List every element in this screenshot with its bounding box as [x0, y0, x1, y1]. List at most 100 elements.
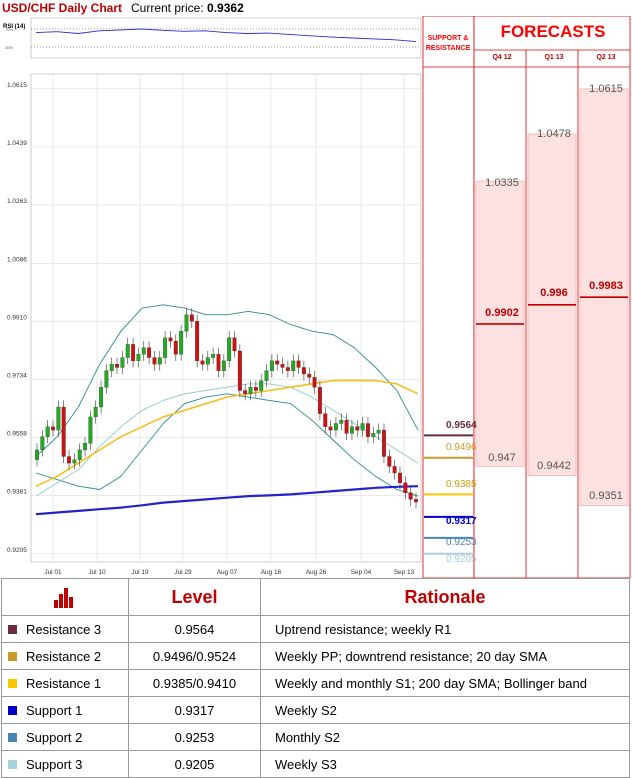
x-tick-label: Jul 01 [44, 569, 62, 576]
support-resistance-header: SUPPORT & RESISTANCE [425, 35, 471, 52]
swatch-r2 [8, 651, 17, 661]
rsi-line [35, 28, 417, 43]
sma-20-line [35, 383, 419, 497]
y-tick-label: 0.9558 [7, 430, 27, 437]
candle-body [280, 364, 285, 368]
rationale-column-header: Rationale [260, 578, 630, 616]
candle-body [115, 364, 120, 368]
table-row: Resistance 3 0.9564 Uptrend resistance; … [1, 615, 630, 643]
levels-table-header: Level Rationale [1, 578, 630, 616]
level-label-s1: 0.9317 [446, 516, 477, 527]
sr-column [422, 16, 475, 578]
candle-body [216, 354, 221, 371]
x-tick-label: Jul 10 [88, 569, 106, 576]
forecast-q4-mid: 0.9902 [485, 307, 519, 319]
forecast-q4-high: 1.0335 [485, 177, 519, 189]
table-row: Support 2 0.9253 Monthly S2 [1, 723, 630, 751]
candle-body [285, 367, 290, 371]
candle-body [93, 406, 98, 418]
row-level: 0.9205 [128, 750, 261, 778]
candle-body [366, 423, 370, 437]
candle-body [40, 436, 45, 451]
candle-body [403, 482, 408, 493]
candle-body [291, 360, 296, 371]
candle-body [328, 426, 333, 431]
candle-body [179, 331, 184, 355]
y-tick-label: 0.9381 [7, 489, 27, 496]
forecast-q4-low: 0.947 [488, 452, 516, 464]
candle-body [392, 466, 397, 474]
candle-body [211, 354, 216, 358]
candle-body [232, 337, 237, 352]
current-price-label: Current price: [131, 1, 204, 15]
candle-body [109, 364, 114, 371]
candle-body [355, 426, 360, 431]
candle-body [301, 367, 306, 375]
levels-table: Level Rationale Resistance 3 0.9564 Uptr… [1, 578, 630, 778]
row-level: 0.9496/0.9524 [128, 642, 261, 670]
candle-body [99, 387, 104, 408]
row-rationale: Monthly S2 [260, 723, 630, 751]
candle-body [77, 449, 82, 460]
candle-body [344, 420, 349, 434]
x-tick-label: Sep 04 [351, 569, 372, 576]
forecast-q1-mid: 0.996 [540, 287, 568, 299]
candle-body [237, 350, 242, 391]
level-label-r1: 0.9385 [446, 479, 477, 490]
table-row: Support 1 0.9317 Weekly S2 [1, 696, 630, 724]
row-name: Resistance 1 [26, 675, 102, 691]
candle-body [387, 456, 392, 467]
candle-body [45, 426, 50, 437]
forecast-q1-high: 1.0478 [537, 128, 571, 140]
table-row: Resistance 2 0.9496/0.9524 Weekly PP; do… [1, 642, 630, 670]
sma-50-line [35, 379, 419, 487]
candle-body [227, 337, 232, 362]
level-label-s3: 0.9205 [446, 554, 477, 565]
candle-body [312, 377, 317, 388]
candle-body [243, 390, 248, 394]
row-rationale: Weekly and monthly S1; 200 day SMA; Boll… [260, 669, 630, 697]
x-tick-label: Aug 16 [261, 569, 282, 576]
candle-body [317, 387, 322, 414]
x-tick-label: Sep 13 [394, 569, 415, 576]
candle-body [221, 360, 226, 371]
swatch-r3 [8, 624, 17, 634]
swatch-r1 [8, 678, 17, 688]
candle-body [88, 416, 93, 444]
forecast-q2-high: 1.0615 [589, 83, 623, 95]
candle-body [141, 347, 146, 355]
candle-body [349, 426, 354, 434]
row-name: Support 2 [26, 729, 83, 745]
candle-body [333, 423, 338, 431]
candle-body [56, 406, 61, 431]
x-tick-label: Jul 19 [131, 569, 149, 576]
table-row: Resistance 1 0.9385/0.9410 Weekly and mo… [1, 669, 630, 697]
candle-body [184, 314, 189, 332]
swatch-s2 [8, 732, 17, 742]
row-name: Support 3 [26, 756, 83, 772]
quarter-header-q4: Q4 12 [492, 54, 512, 61]
candle-body [414, 499, 418, 503]
row-rationale: Weekly PP; downtrend resistance; 20 day … [260, 642, 630, 670]
rsi-tick-label: 30% [5, 45, 13, 50]
swatch-s1 [8, 705, 17, 715]
y-tick-label: 1.0615 [7, 82, 27, 89]
row-name: Resistance 3 [26, 621, 102, 637]
candle-body [189, 314, 194, 322]
candle-body [35, 449, 39, 460]
candle-body [147, 347, 152, 358]
candle-body [269, 360, 274, 371]
candle-body [173, 340, 178, 355]
candle-body [339, 420, 344, 424]
candle-body [371, 433, 376, 437]
row-level: 0.9317 [128, 696, 261, 724]
candle-body [275, 360, 280, 365]
level-label-r3: 0.9564 [446, 420, 477, 431]
y-tick-label: 1.0086 [7, 256, 27, 263]
row-level: 0.9385/0.9410 [128, 669, 261, 697]
candle-body [205, 357, 210, 365]
level-label-r2: 0.9496 [446, 442, 477, 453]
candle-body [136, 354, 141, 362]
row-level: 0.9564 [128, 615, 261, 643]
candle-body [307, 373, 312, 378]
